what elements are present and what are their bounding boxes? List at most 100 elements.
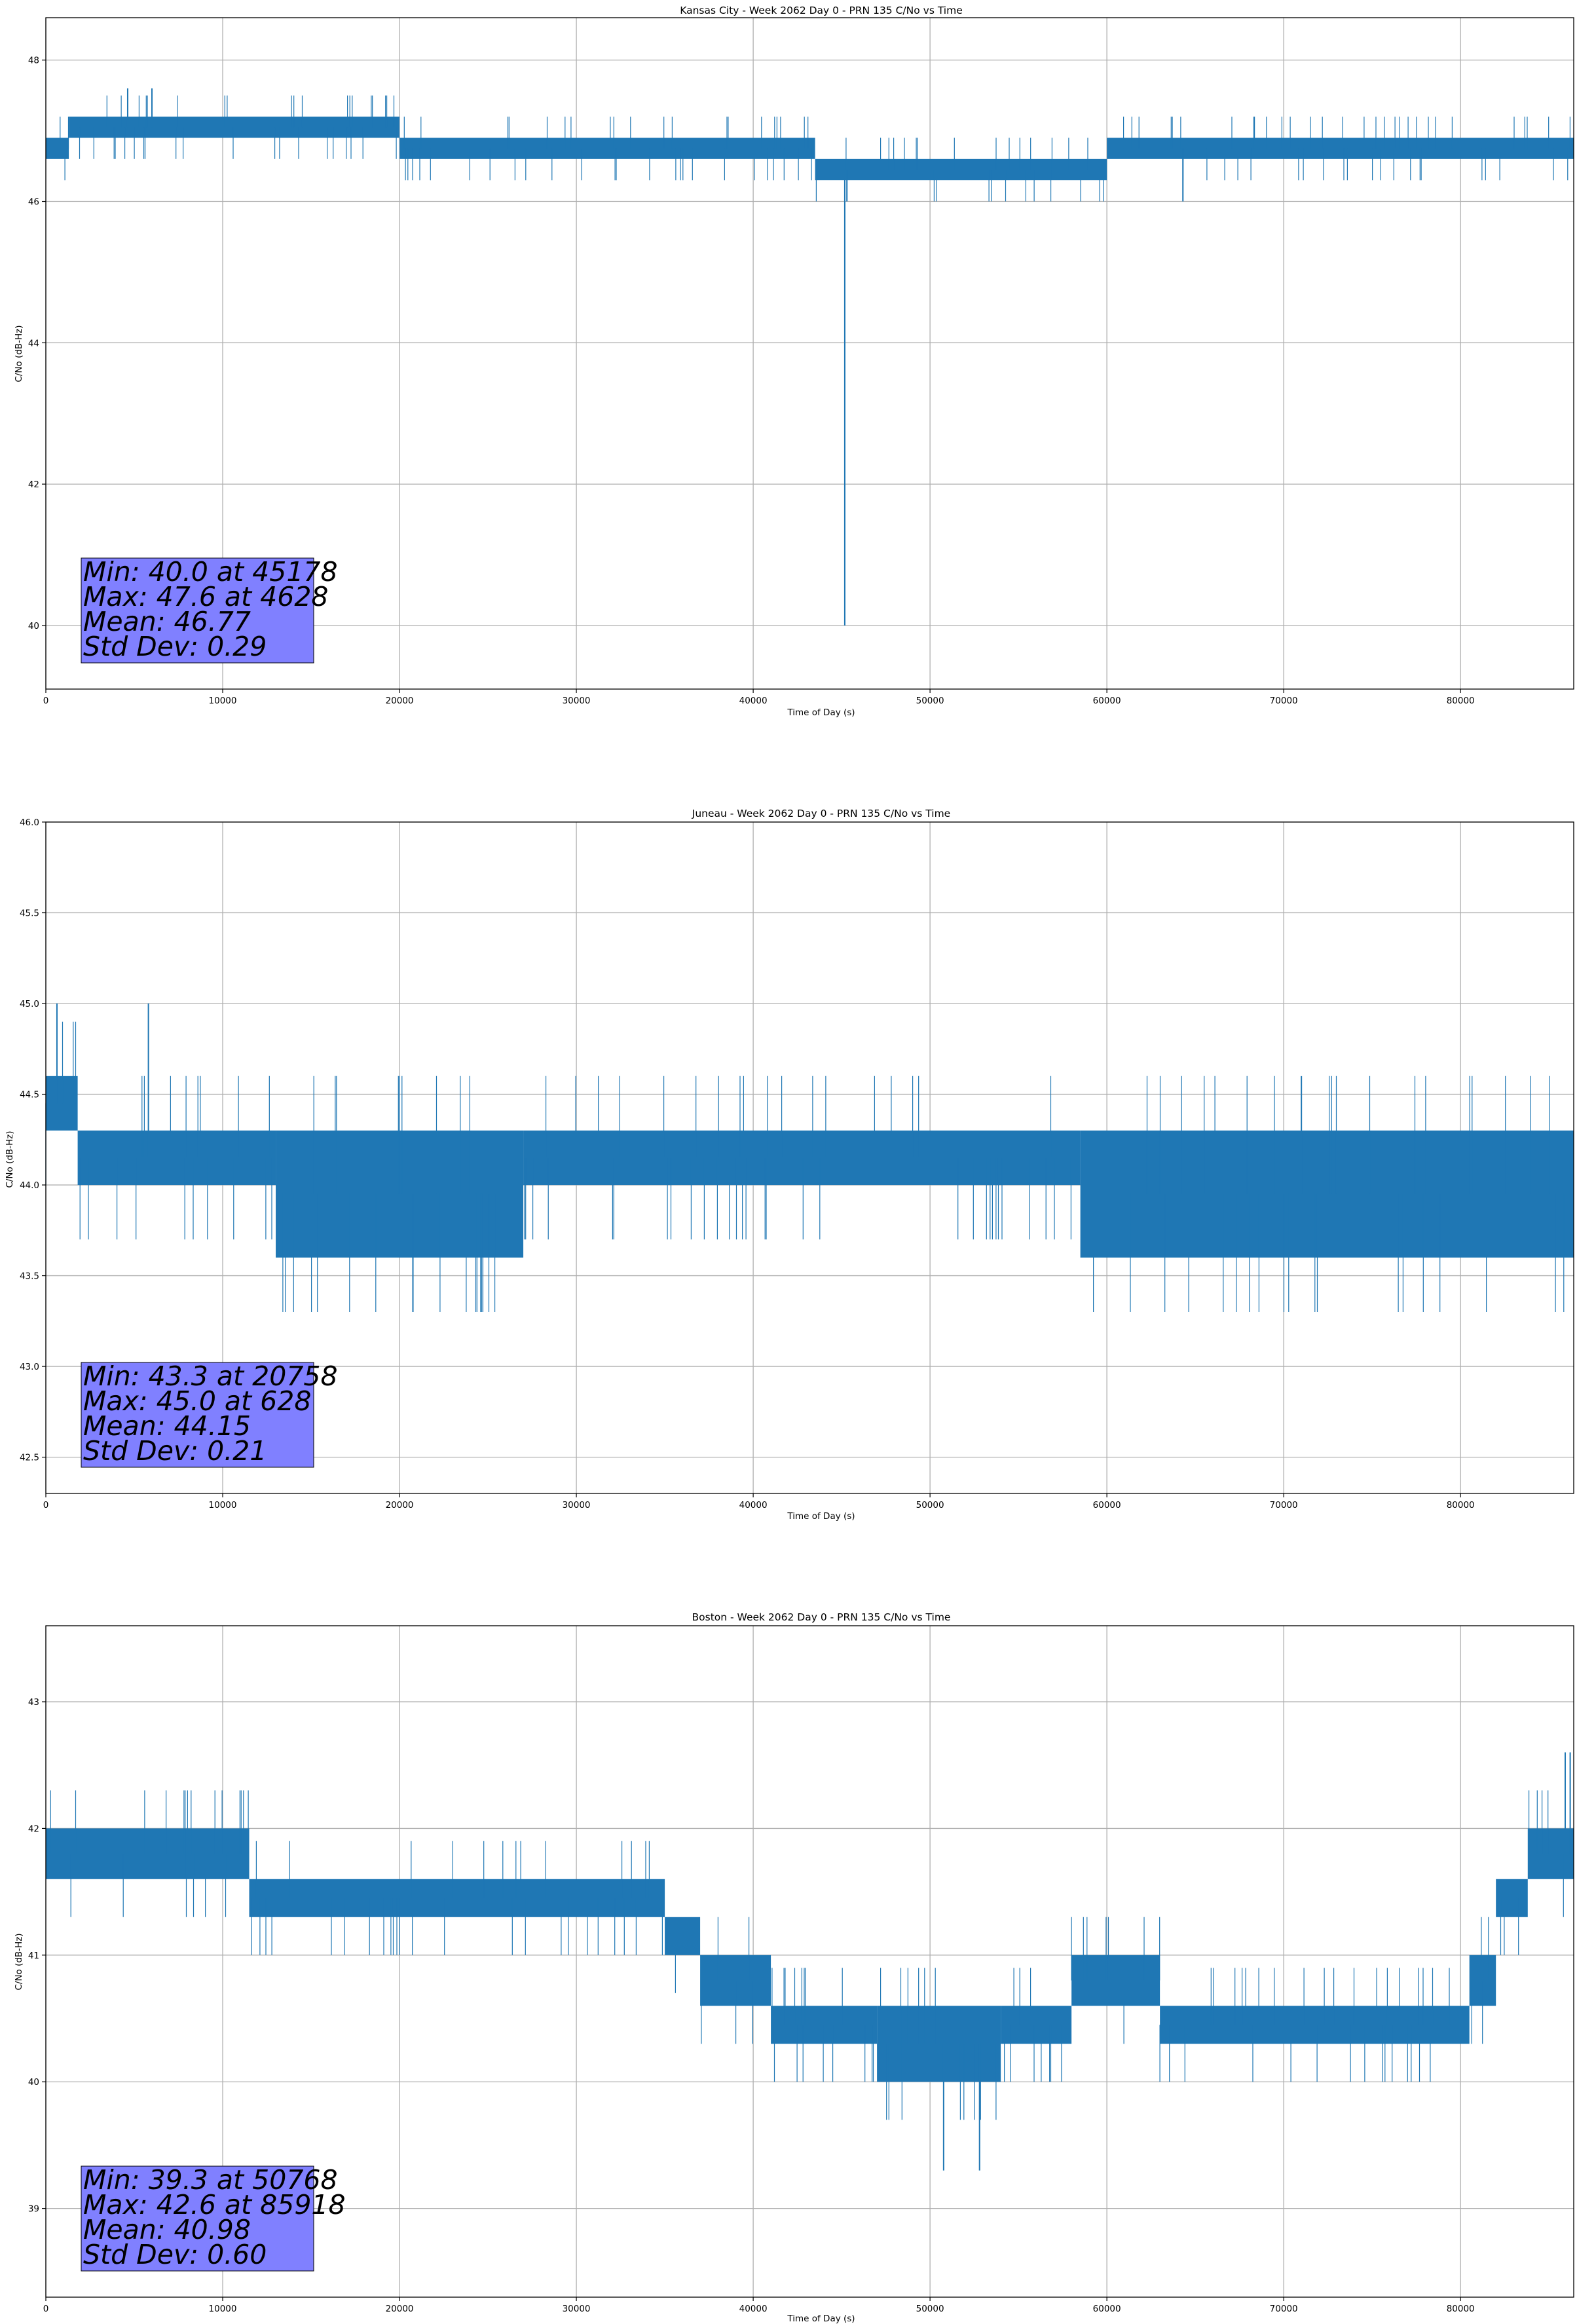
stats-line: Max: 42.6 at 85918 — [83, 2189, 346, 2221]
x-axis-label: Time of Day (s) — [787, 1511, 855, 1522]
series-band — [665, 1917, 701, 1955]
series-noise — [1123, 117, 1570, 181]
y-tick-label: 44 — [28, 338, 39, 348]
stats-line: Mean: 46.77 — [83, 606, 251, 637]
x-tick-label: 30000 — [563, 696, 591, 706]
x-tick-label: 0 — [43, 1500, 49, 1510]
series-band — [1080, 1130, 1574, 1258]
x-tick-label: 70000 — [1270, 1500, 1298, 1510]
series-noise — [60, 117, 69, 181]
y-tick-label: 45.5 — [20, 909, 39, 919]
series-noise — [403, 117, 812, 181]
x-tick-label: 70000 — [1270, 2304, 1298, 2314]
chart-panel-boston: Boston - Week 2062 Day 0 - PRN 135 C/No … — [14, 1611, 1574, 2324]
series-band — [815, 159, 1107, 181]
series-noise — [79, 1076, 272, 1240]
x-tick-label: 20000 — [386, 696, 414, 706]
chart-title: Boston - Week 2062 Day 0 - PRN 135 C/No … — [692, 1611, 951, 1623]
series-noise — [771, 1968, 874, 2082]
y-tick-label: 42 — [28, 479, 39, 490]
series-noise — [282, 1076, 496, 1312]
y-tick-label: 44.5 — [20, 1090, 39, 1100]
x-tick-label: 50000 — [916, 696, 944, 706]
series-noise — [880, 1968, 997, 2120]
x-tick-label: 0 — [43, 2304, 49, 2314]
series-noise — [79, 95, 397, 159]
stats-line: Min: 40.0 at 45178 — [83, 556, 338, 588]
series-line — [46, 88, 1574, 626]
series-noise — [815, 138, 1104, 202]
chart-title: Kansas City - Week 2062 Day 0 - PRN 135 … — [680, 5, 963, 16]
plot-frame — [45, 1625, 1574, 2298]
series-band — [1160, 2006, 1470, 2044]
y-tick-label: 43.0 — [20, 1362, 39, 1372]
stats-line: Min: 39.3 at 50768 — [83, 2164, 338, 2196]
plot-frame — [45, 821, 1574, 1494]
plot-frame — [45, 17, 1574, 690]
series-band — [46, 1828, 250, 1879]
stats-line: Max: 45.0 at 628 — [83, 1385, 311, 1417]
series-band — [1107, 138, 1574, 159]
series-noise — [1071, 1917, 1160, 2044]
stats-line: Mean: 40.98 — [83, 2214, 251, 2245]
x-tick-label: 40000 — [739, 2304, 768, 2314]
stats-box — [81, 1362, 314, 1468]
series-noise — [251, 1841, 663, 1955]
series-noise — [701, 1917, 753, 2044]
gridlines — [45, 18, 1574, 689]
series-band — [77, 1130, 276, 1186]
y-tick-label: 42 — [28, 1824, 39, 1834]
x-tick-label: 60000 — [1093, 2304, 1121, 2314]
series-noise — [1093, 1076, 1565, 1312]
stats-line: Std Dev: 0.60 — [83, 2239, 267, 2270]
series-band — [399, 138, 815, 159]
series-band — [46, 1076, 78, 1131]
x-tick-label: 10000 — [209, 2304, 237, 2314]
stats-line: Std Dev: 0.29 — [83, 631, 267, 662]
series-band — [1527, 1828, 1574, 1879]
chart-panel-juneau: Juneau - Week 2062 Day 0 - PRN 135 C/No … — [5, 808, 1574, 1522]
x-tick-label: 40000 — [739, 696, 768, 706]
y-tick-label: 41 — [28, 1951, 39, 1961]
x-tick-label: 40000 — [739, 1500, 768, 1510]
stats-line: Max: 47.6 at 4628 — [83, 581, 329, 612]
series-noise — [524, 1076, 1071, 1240]
y-tick-label: 45.0 — [20, 999, 39, 1009]
series-band — [46, 138, 69, 159]
stats-box — [81, 2165, 314, 2272]
y-axis-label: C/No (dB-Hz) — [14, 325, 24, 382]
y-tick-label: 43.5 — [20, 1271, 39, 1282]
series-band — [69, 117, 400, 138]
series-noise — [1004, 1968, 1062, 2082]
stats-box — [81, 557, 314, 664]
stats-line: Min: 43.3 at 20758 — [83, 1360, 338, 1392]
series-noise — [1529, 1790, 1564, 1917]
y-tick-label: 44.0 — [20, 1180, 39, 1191]
y-tick-label: 43 — [28, 1697, 39, 1708]
stats-line: Mean: 44.15 — [83, 1410, 251, 1442]
series-band — [1071, 1955, 1160, 2006]
x-tick-label: 50000 — [916, 2304, 944, 2314]
y-tick-label: 46.0 — [20, 817, 39, 828]
x-tick-label: 80000 — [1447, 1500, 1475, 1510]
series-band — [1001, 2006, 1072, 2044]
x-tick-label: 50000 — [916, 1500, 944, 1510]
series-line — [46, 1752, 1574, 2171]
y-axis-label: C/No (dB-Hz) — [5, 1131, 15, 1188]
y-axis-label: C/No (dB-Hz) — [14, 1933, 24, 1990]
series-band — [1496, 1879, 1528, 1917]
x-tick-label: 60000 — [1093, 1500, 1121, 1510]
y-tick-label: 48 — [28, 56, 39, 66]
x-tick-label: 70000 — [1270, 696, 1298, 706]
series-band — [771, 2006, 878, 2044]
x-tick-label: 20000 — [386, 1500, 414, 1510]
x-tick-label: 0 — [43, 696, 49, 706]
series-line — [45, 1003, 1574, 1312]
y-tick-label: 42.5 — [20, 1453, 39, 1463]
y-tick-label: 40 — [28, 2077, 39, 2088]
series-band — [877, 2006, 1001, 2082]
series-noise — [1471, 1917, 1489, 2044]
x-tick-label: 30000 — [563, 2304, 591, 2314]
x-tick-label: 80000 — [1447, 2304, 1475, 2314]
